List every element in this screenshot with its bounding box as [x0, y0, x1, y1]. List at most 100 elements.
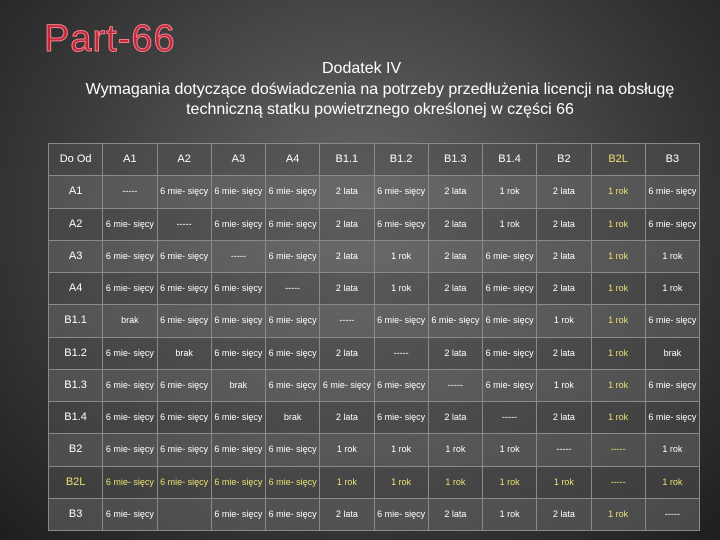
row: B1.3 6 mie- sięcy 6 mie- sięcy brak 6 mie- s… — [47, 368, 701, 403]
cell: brak — [210, 368, 267, 403]
cell: ----- — [156, 207, 212, 241]
cell: 6 mie- sięcy — [427, 304, 484, 338]
row-header: B1.3 — [47, 368, 104, 403]
cell: ----- — [210, 239, 267, 274]
cell: 6 mie- sięcy — [264, 207, 321, 241]
row: B1.4 6 mie- sięcy 6 mie- sięcy 6 mie- sięcy… — [47, 400, 701, 435]
cell: 6 mie- sięcy — [264, 239, 321, 274]
cell: 6 mie- sięcy — [373, 175, 429, 209]
cell: 6 mie- sięcy — [481, 304, 538, 338]
column-header: B1.2 — [373, 142, 429, 177]
cell: 1 rok — [644, 465, 701, 499]
row: A3 6 mie- sięcy 6 mie- sięcy ----- 6 mie- si… — [47, 239, 701, 274]
row-header: A4 — [47, 271, 104, 306]
cell: 6 mie- sięcy — [156, 239, 212, 274]
cell: 1 rok — [481, 207, 538, 241]
cell: 6 mie- sięcy — [156, 400, 212, 435]
row: A4 6 mie- sięcy 6 mie- sięcy 6 mie- sięcy --… — [47, 271, 701, 306]
cell: 2 lata — [536, 207, 592, 241]
cell: 1 rok — [590, 368, 646, 403]
cell: brak — [644, 336, 701, 370]
column-header: B1.1 — [319, 142, 375, 177]
row-header: B1.4 — [47, 400, 104, 435]
cell: 6 mie- sięcy — [373, 497, 429, 532]
cell: 2 lata — [427, 400, 484, 435]
cell: 6 mie- sięcy — [644, 175, 701, 209]
cell: 2 lata — [536, 497, 592, 532]
cell: 6 mie- sięcy — [102, 336, 158, 370]
cell: 2 lata — [427, 239, 484, 274]
cell: 6 mie- sięcy — [373, 207, 429, 241]
cell: 6 mie- sięcy — [102, 271, 158, 306]
cell: 6 mie- sięcy — [264, 304, 321, 338]
cell: 6 mie- sięcy — [373, 368, 429, 403]
cell: 6 mie- sięcy — [644, 400, 701, 435]
cell: 1 rok — [427, 433, 484, 467]
cell: 6 mie- sięcy — [210, 400, 267, 435]
cell: 6 mie- sięcy — [102, 207, 158, 241]
row-header: A2 — [47, 207, 104, 241]
cell: 6 mie- sięcy — [156, 271, 212, 306]
row-header: A3 — [47, 239, 104, 274]
cell: 6 mie- sięcy — [210, 271, 267, 306]
cell: 6 mie- sięcy — [102, 465, 158, 499]
cell: 6 mie- sięcy — [102, 497, 158, 532]
cell: 6 mie- sięcy — [102, 368, 158, 403]
cell: 2 lata — [427, 207, 484, 241]
cell: 6 mie- sięcy — [210, 207, 267, 241]
cell: 1 rok — [319, 433, 375, 467]
cell: 2 lata — [319, 175, 375, 209]
cell: 1 rok — [481, 433, 538, 467]
cell: 2 lata — [536, 175, 592, 209]
cell: 6 mie- sięcy — [156, 304, 212, 338]
subtitle: Wymagania dotyczące doświadczenia na pot… — [85, 81, 675, 118]
cell: 6 mie- sięcy — [210, 304, 267, 338]
cell: 6 mie- sięcy — [481, 239, 538, 274]
cell: 6 mie- sięcy — [102, 239, 158, 274]
cell: 6 mie- sięcy — [264, 465, 321, 499]
cell: 6 mie- sięcy — [644, 304, 701, 338]
cell: 1 rok — [590, 400, 646, 435]
cell: 1 rok — [590, 271, 646, 306]
cell: 2 lata — [536, 336, 592, 370]
cell: 2 lata — [319, 336, 375, 370]
row-header: B3 — [47, 497, 104, 532]
cell: ----- — [427, 368, 484, 403]
cell: 6 mie- sięcy — [210, 465, 267, 499]
cell: 6 mie- sięcy — [210, 175, 267, 209]
cell: 1 rok — [590, 239, 646, 274]
row: B1.1 brak 6 mie- sięcy 6 mie- sięcy 6 mie- s… — [47, 304, 701, 338]
column-header: Do Od — [47, 142, 104, 177]
title: Dodatek IV — [322, 60, 402, 77]
cell: 2 lata — [319, 400, 375, 435]
cell: 2 lata — [427, 271, 484, 306]
row-header: B1.1 — [47, 304, 104, 338]
cell: 6 mie- sięcy — [264, 175, 321, 209]
cell: ----- — [590, 433, 646, 467]
cell: 1 rok — [319, 465, 375, 499]
cell: brak — [102, 304, 158, 338]
row: A2 6 mie- sięcy ----- 6 mie- sięcy 6 mie- si… — [47, 207, 701, 241]
cell: 1 rok — [373, 465, 429, 499]
cell: 1 rok — [536, 368, 592, 403]
cell: 1 rok — [590, 497, 646, 532]
cell — [156, 497, 212, 532]
cell: ----- — [319, 304, 375, 338]
cell: 6 mie- sięcy — [481, 271, 538, 306]
cell: 1 rok — [644, 433, 701, 467]
cell: ----- — [373, 336, 429, 370]
cell: ----- — [590, 465, 646, 499]
column-header: A4 — [264, 142, 321, 177]
cell: 6 mie- sięcy — [264, 336, 321, 370]
cell: 6 mie- sięcy — [102, 400, 158, 435]
column-header: B1.3 — [427, 142, 484, 177]
cell: 6 mie- sięcy — [373, 304, 429, 338]
cell: 2 lata — [319, 271, 375, 306]
cell: 1 rok — [427, 465, 484, 499]
cell: 1 rok — [590, 336, 646, 370]
cell: ----- — [264, 271, 321, 306]
cell: 1 rok — [373, 433, 429, 467]
cell: ----- — [481, 400, 538, 435]
row: B2L 6 mie- sięcy 6 mie- sięcy 6 mie- sięcy 6… — [47, 465, 701, 499]
row-header: A1 — [47, 175, 104, 209]
